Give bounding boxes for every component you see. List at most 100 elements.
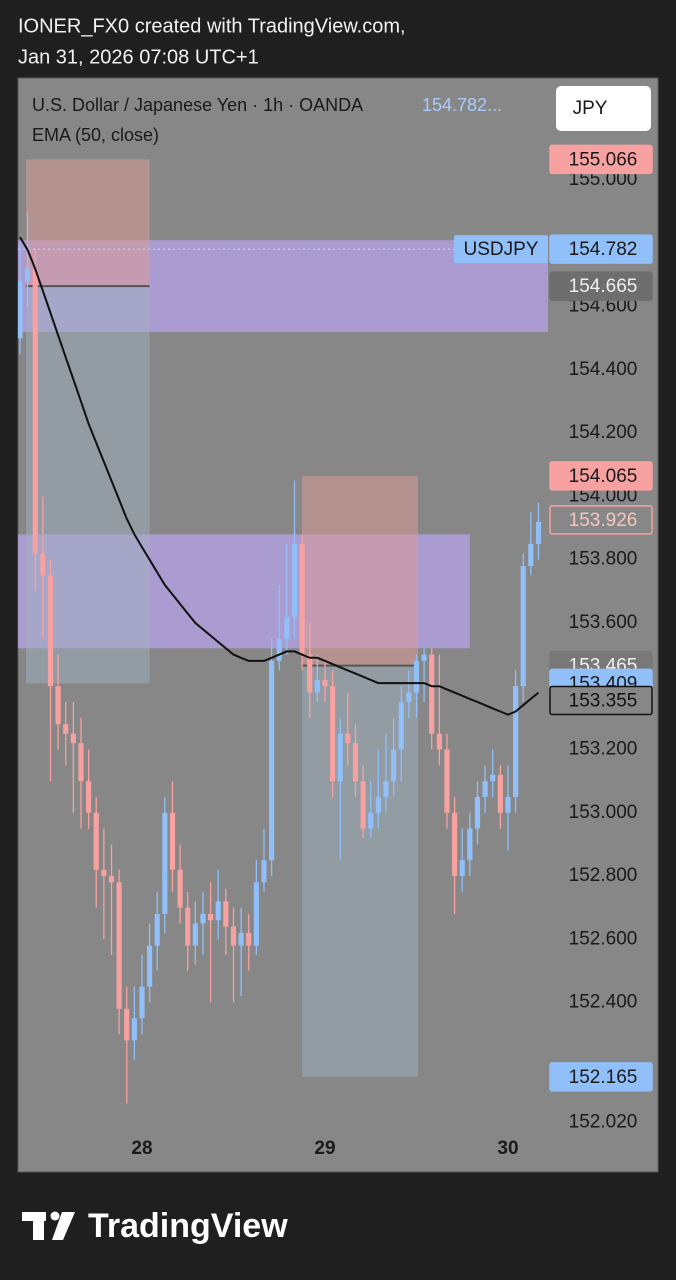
candle-body	[63, 724, 69, 734]
candle-body	[177, 869, 183, 908]
price-label-box	[549, 144, 653, 175]
candle-body	[383, 781, 389, 797]
symbol-tag: USDJPY	[464, 239, 539, 260]
stop-zone	[302, 475, 418, 666]
candle-body	[368, 812, 374, 829]
candle-body	[116, 882, 122, 1009]
symbol-title: U.S. Dollar / Japanese Yen · 1h · OANDA	[32, 95, 363, 115]
price-label-box	[549, 271, 653, 301]
price-label: 153.355	[569, 690, 638, 711]
target-zone	[26, 286, 150, 684]
candle-body	[200, 913, 206, 924]
candle-body	[101, 869, 107, 876]
price-label-box	[549, 234, 653, 264]
candle-body	[86, 781, 92, 813]
candle-body	[360, 781, 366, 829]
price-label: 154.782	[569, 239, 638, 260]
candle-body	[78, 743, 84, 782]
y-tick-label: 153.800	[569, 549, 638, 570]
candle-body	[18, 281, 23, 339]
price-label: 155.066	[569, 149, 638, 170]
candle-body	[474, 796, 481, 829]
candle-body	[253, 882, 259, 946]
candle-body	[345, 733, 351, 744]
price-label: 154.665	[569, 276, 638, 297]
candle-body	[436, 733, 442, 750]
y-tick-label: 154.200	[569, 422, 638, 443]
candle-body	[352, 743, 359, 782]
currency-button[interactable]	[556, 86, 651, 131]
candle-body	[32, 268, 38, 554]
candle-body	[398, 702, 404, 750]
candle-body	[124, 1008, 130, 1041]
candle-body	[291, 543, 298, 617]
x-tick-label: 29	[314, 1138, 335, 1159]
y-tick-label: 153.200	[569, 738, 638, 759]
candle-body	[154, 913, 160, 946]
candle-body	[284, 616, 290, 639]
candle-body	[238, 932, 244, 946]
price-label: 153.926	[569, 510, 638, 531]
symbol-tag-box	[454, 235, 548, 264]
brand-name: TradingView	[88, 1207, 288, 1245]
candle-body	[444, 749, 450, 813]
indicator-legend: EMA (50, close)	[32, 125, 159, 145]
y-tick-label: 153.600	[569, 612, 638, 633]
candle-body	[208, 913, 214, 921]
candle-body	[185, 907, 191, 946]
candle-body	[528, 543, 534, 567]
candle-body	[535, 521, 542, 544]
y-tick-label: 153.000	[569, 802, 638, 823]
candle-body	[55, 686, 61, 725]
candle-body	[337, 733, 343, 782]
candle-body	[314, 679, 320, 693]
candle-body	[215, 901, 221, 921]
candle-body	[223, 901, 229, 927]
candle-body	[307, 654, 313, 693]
candle-body	[108, 875, 115, 883]
y-tick-label: 152.020	[569, 1112, 638, 1133]
candle-body	[47, 575, 54, 687]
candle-body	[162, 812, 168, 914]
candle-body	[169, 812, 176, 870]
price-label-box	[549, 461, 653, 491]
candle-body	[299, 543, 305, 655]
candle-body	[375, 796, 381, 813]
candle-body	[421, 654, 427, 661]
candle-body	[452, 812, 458, 876]
x-tick-label: 30	[497, 1138, 518, 1159]
y-tick-label: 152.800	[569, 865, 638, 886]
brand-logo	[22, 1211, 75, 1240]
candle-body	[505, 796, 511, 813]
credit: IONER_FX0 created with TradingView.com,	[18, 15, 406, 37]
candle-body	[467, 828, 473, 861]
candle-body	[93, 812, 99, 870]
candle-body	[276, 638, 282, 661]
candle-body	[269, 660, 275, 861]
price-label: 152.165	[569, 1067, 638, 1088]
header-price: 154.782...	[422, 95, 502, 115]
candle-body	[406, 692, 412, 703]
candle-body	[230, 926, 237, 946]
plot	[18, 159, 548, 1104]
candle-body	[192, 923, 198, 946]
candle-body	[520, 566, 526, 687]
y-tick-label: 154.600	[569, 296, 638, 317]
currency-label[interactable]: JPY	[573, 98, 608, 119]
candle-body	[413, 660, 420, 693]
price-label-box	[549, 685, 653, 716]
y-tick-label: 155.000	[569, 169, 638, 190]
candle-body	[70, 733, 76, 744]
candle-body	[25, 268, 31, 282]
candle-body	[459, 860, 465, 876]
timestamp: Jan 31, 2026 07:08 UTC+1	[18, 46, 259, 68]
candle-body	[429, 654, 435, 734]
candle-body	[490, 774, 496, 782]
price-label: 154.065	[569, 466, 638, 487]
candle-body	[330, 686, 336, 782]
candle-body	[131, 1018, 137, 1041]
candle-body	[513, 686, 519, 797]
candle-body	[497, 774, 503, 813]
